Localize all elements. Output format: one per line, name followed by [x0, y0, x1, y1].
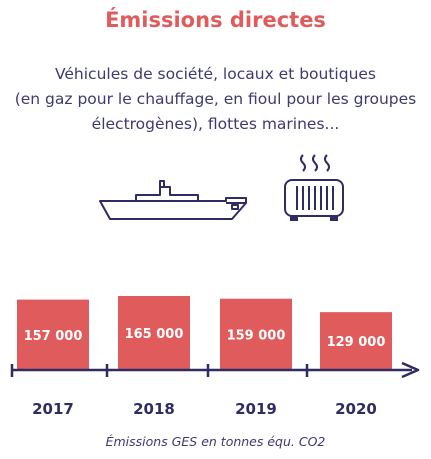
bar-2017	[17, 299, 89, 370]
chart-caption: Émissions GES en tonnes équ. CO2	[105, 434, 326, 449]
description-line-3: électrogènes), flottes marines...	[91, 115, 340, 133]
ship-icon	[99, 180, 247, 220]
description-line-2: (en gaz pour le chauffage, en fioul pour…	[14, 90, 417, 108]
radiator-heater-icon	[284, 154, 344, 221]
x-tick-label: 2019	[235, 400, 277, 418]
timeline-axis	[10, 361, 420, 379]
bar-2019	[220, 298, 292, 370]
bar-2018	[118, 296, 190, 370]
bar-series: 157 000 165 000 159 000 129 000	[17, 296, 392, 370]
bar-value-label: 129 000	[327, 335, 386, 350]
page-title: Émissions directes	[105, 8, 326, 32]
bar-value-label: 159 000	[227, 328, 286, 343]
x-tick-label: 2018	[133, 400, 175, 418]
bar-value-label: 157 000	[24, 329, 83, 344]
bar-2020	[320, 312, 392, 370]
x-tick-label: 2020	[335, 400, 377, 418]
description: Véhicules de société, locaux et boutique…	[0, 62, 431, 137]
description-line-1: Véhicules de société, locaux et boutique…	[54, 65, 377, 83]
bar-value-label: 165 000	[125, 327, 184, 342]
x-axis-labels: 2017 2018 2019 2020	[32, 400, 377, 418]
x-tick-label: 2017	[32, 400, 74, 418]
